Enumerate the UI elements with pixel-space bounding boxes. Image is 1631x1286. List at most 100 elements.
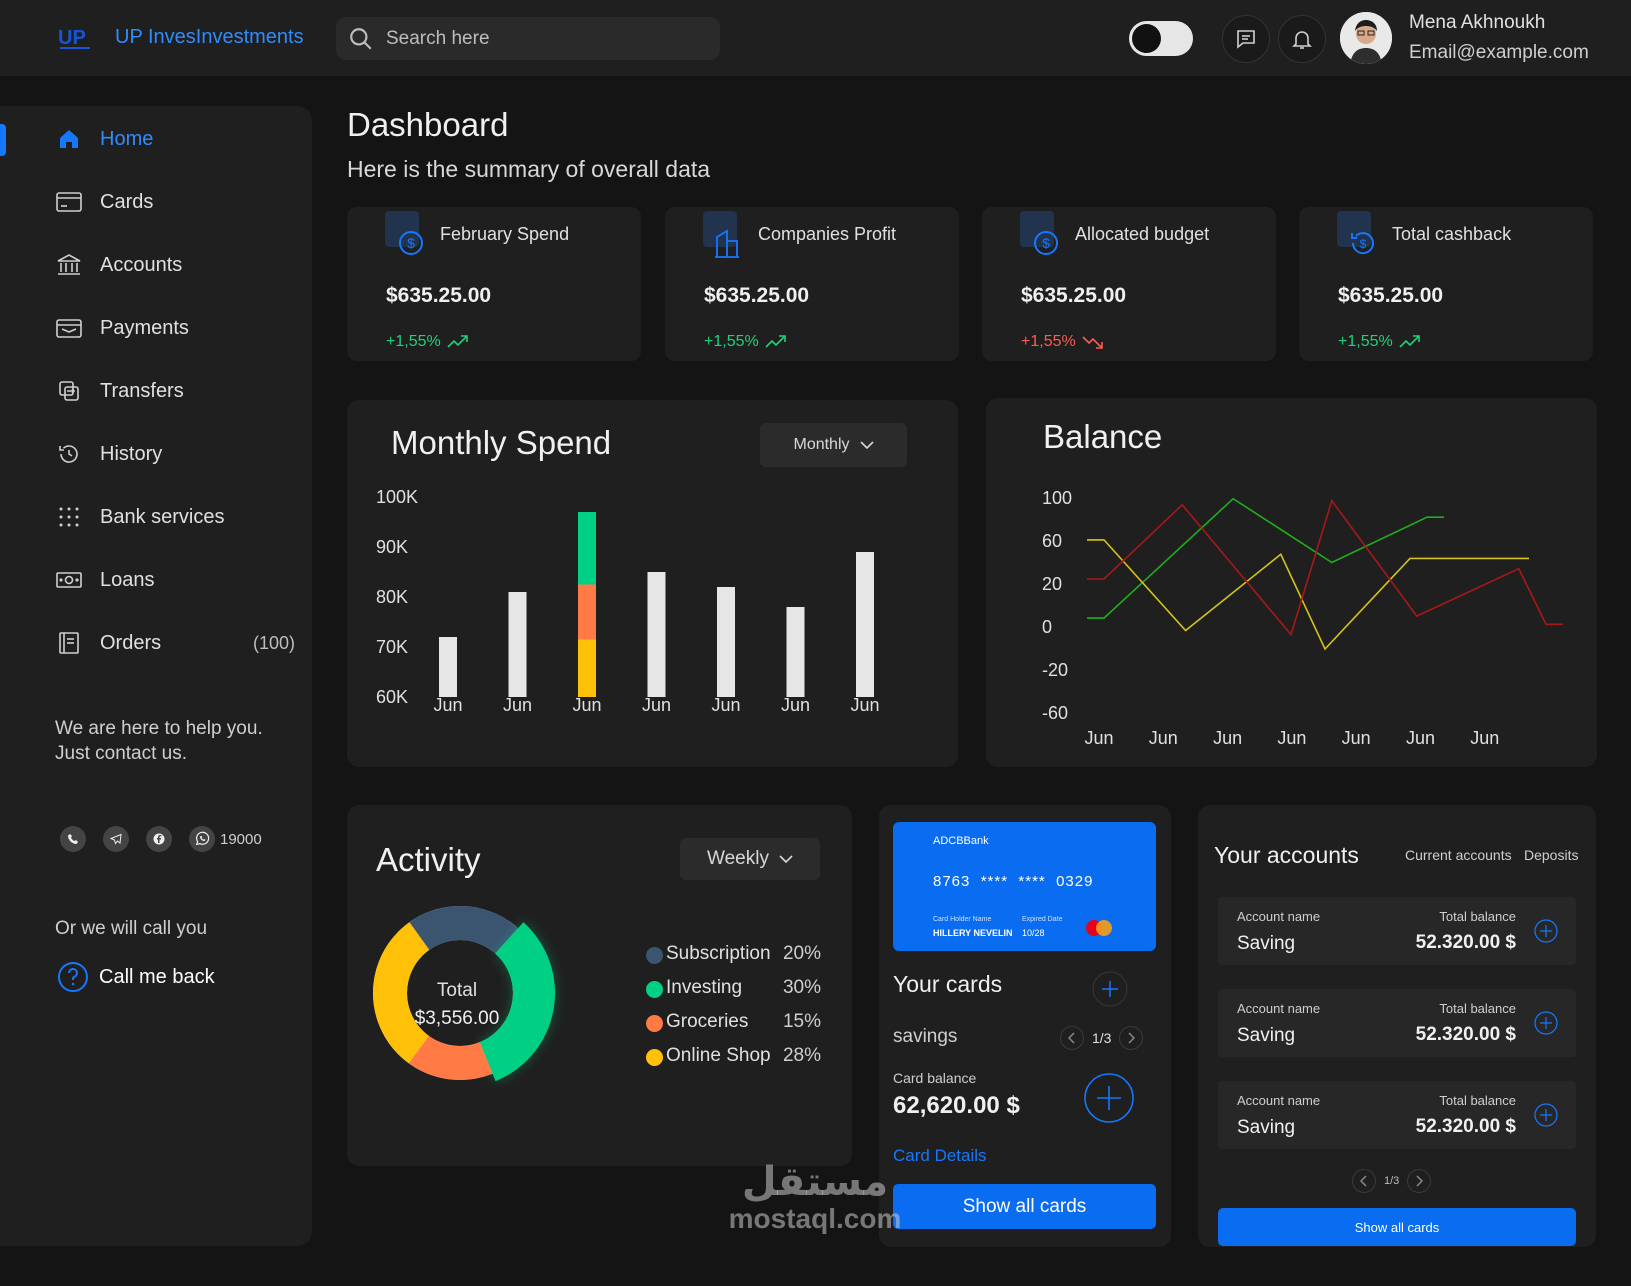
prev-card-button[interactable]: [1060, 1026, 1084, 1050]
legend-dot: [646, 981, 663, 998]
stat-change: +1,55%: [1021, 333, 1104, 351]
stat-card-total-cashback[interactable]: $ Total cashback $635.25.00 +1,55%: [1299, 207, 1593, 361]
card-holder-name: HILLERY NEVELIN: [933, 928, 1013, 938]
payment-card[interactable]: ADCBBank 8763 **** **** 0329 Card Holder…: [893, 822, 1156, 951]
sidebar-item-accounts[interactable]: Accounts: [55, 250, 295, 280]
show-all-cards-button[interactable]: Show all cards: [893, 1184, 1156, 1229]
legend-pct: 15%: [782, 1011, 821, 1032]
add-card-icon[interactable]: [1092, 971, 1128, 1007]
sidebar-item-label: Accounts: [100, 253, 183, 276]
stat-change-text: +1,55%: [1021, 333, 1076, 350]
notifications-button[interactable]: [1278, 15, 1326, 63]
top-up-icon[interactable]: [1083, 1072, 1135, 1124]
y-tick-label: 90K: [376, 537, 408, 557]
card-holder-label: Card Holder Name: [933, 916, 992, 923]
sidebar-item-transfers[interactable]: Transfers: [55, 376, 295, 406]
legend-label: Online Shop: [666, 1045, 771, 1066]
telegram-icon[interactable]: [103, 826, 129, 852]
theme-toggle[interactable]: [1129, 21, 1193, 56]
stat-change-text: +1,55%: [1338, 333, 1393, 350]
y-tick-label: 0: [1042, 617, 1052, 637]
sidebar-item-history[interactable]: History: [55, 439, 295, 469]
phone-icon[interactable]: [60, 826, 86, 852]
card-details-link[interactable]: Card Details: [893, 1146, 987, 1165]
stat-value: $635.25.00: [1338, 284, 1444, 307]
stat-value: $635.25.00: [386, 284, 492, 307]
sidebar-item-payments[interactable]: Payments: [55, 313, 295, 343]
add-account-icon[interactable]: [1534, 1011, 1558, 1035]
building-icon: [703, 211, 739, 258]
prev-account-button[interactable]: [1352, 1169, 1376, 1193]
card-number: 8763 **** **** 0329: [933, 873, 1094, 890]
monthly-spend-panel: Monthly Spend Monthly 100K 90K 80K 70K 60K Ju…: [347, 400, 958, 767]
avatar[interactable]: [1340, 12, 1392, 64]
stat-card-allocated-budget[interactable]: $ Allocated budget $635.25.00 +1,55%: [982, 207, 1276, 361]
transfer-icon: [55, 377, 83, 405]
stat-value: $635.25.00: [1021, 284, 1127, 307]
balance-chart: 100 60 20 0 -20 -60 Jun Jun Jun Jun Jun Jun Jun: [1042, 488, 1563, 748]
sidebar-item-loans[interactable]: Loans: [55, 565, 295, 595]
question-icon: [58, 962, 88, 992]
monthly-spend-title: Monthly Spend: [391, 424, 612, 461]
weekly-filter-label: Weekly: [707, 848, 769, 869]
call-me-back-label: Call me back: [99, 965, 215, 988]
account-row[interactable]: Account name Saving Total balance 52.320…: [1218, 897, 1576, 965]
weekly-filter-dropdown[interactable]: Weekly: [680, 838, 820, 880]
legend-label: Subscription: [666, 943, 771, 964]
activity-title: Activity: [376, 841, 481, 878]
card-type: savings: [893, 1026, 958, 1047]
search-input[interactable]: [386, 17, 706, 60]
tab-current-accounts[interactable]: Current accounts: [1405, 847, 1512, 863]
tab-deposits[interactable]: Deposits: [1524, 847, 1579, 863]
messages-button[interactable]: [1222, 15, 1270, 63]
search-bar[interactable]: [336, 17, 720, 60]
app-title: UP InvesInvestments: [115, 26, 304, 48]
x-tick-label: Jun: [1470, 728, 1499, 748]
legend-item: Online Shop 28%: [646, 1045, 821, 1079]
account-name-label: Account name: [1237, 909, 1321, 924]
svg-text:$: $: [1042, 235, 1050, 251]
sidebar-item-bank-services[interactable]: Bank services: [55, 502, 295, 532]
call-me-back-link[interactable]: Call me back: [57, 961, 215, 993]
stat-change-text: +1,55%: [704, 333, 759, 350]
y-tick-label: -60: [1042, 703, 1068, 723]
account-row[interactable]: Account name Saving Total balance 52.320…: [1218, 989, 1576, 1057]
x-tick-label: Jun: [572, 695, 601, 715]
facebook-icon[interactable]: [146, 826, 172, 852]
monthly-filter-dropdown[interactable]: Monthly: [760, 423, 907, 467]
series-line-green: [1087, 497, 1444, 619]
page-subtitle: Here is the summary of overall data: [347, 156, 711, 182]
cards-pager: 1/3: [1060, 1026, 1144, 1050]
user-avatar-icon: [1340, 12, 1392, 64]
bar: [439, 637, 457, 697]
account-row[interactable]: Account name Saving Total balance 52.320…: [1218, 1081, 1576, 1149]
y-tick-label: 60K: [376, 687, 408, 707]
next-card-button[interactable]: [1119, 1026, 1144, 1050]
whatsapp-icon[interactable]: [189, 826, 215, 852]
watermark-latin: mostaql.com: [728, 1203, 902, 1234]
y-tick-label: 60: [1042, 531, 1062, 551]
x-tick-label: Jun: [850, 695, 879, 715]
user-email: Email@example.com: [1409, 42, 1589, 63]
social-links: 19000: [60, 826, 262, 852]
add-account-icon[interactable]: [1534, 919, 1558, 943]
next-account-button[interactable]: [1407, 1169, 1432, 1193]
donut-total-label: Total: [436, 980, 478, 1001]
bell-icon: [1292, 31, 1312, 49]
add-account-icon[interactable]: [1534, 1103, 1558, 1127]
stat-change: +1,55%: [386, 333, 469, 351]
stat-change: +1,55%: [1338, 333, 1421, 351]
stat-card-february-spend[interactable]: $ February Spend $635.25.00 +1,55%: [347, 207, 641, 361]
stat-card-companies-profit[interactable]: Companies Profit $635.25.00 +1,55%: [665, 207, 959, 361]
sidebar-item-label: Payments: [100, 316, 189, 339]
sidebar-item-orders[interactable]: Orders (100): [55, 628, 295, 658]
legend-label: Groceries: [666, 1011, 749, 1032]
grid-dots-icon: [55, 503, 83, 531]
cards-pager-label: 1/3: [1092, 1030, 1112, 1046]
sidebar-item-cards[interactable]: Cards: [55, 187, 295, 217]
stat-change: +1,55%: [704, 333, 787, 351]
bar: [508, 592, 527, 697]
show-all-accounts-button[interactable]: Show all cards: [1218, 1208, 1576, 1246]
sidebar-item-label: Loans: [100, 568, 155, 591]
sidebar-item-home[interactable]: Home: [55, 124, 295, 154]
